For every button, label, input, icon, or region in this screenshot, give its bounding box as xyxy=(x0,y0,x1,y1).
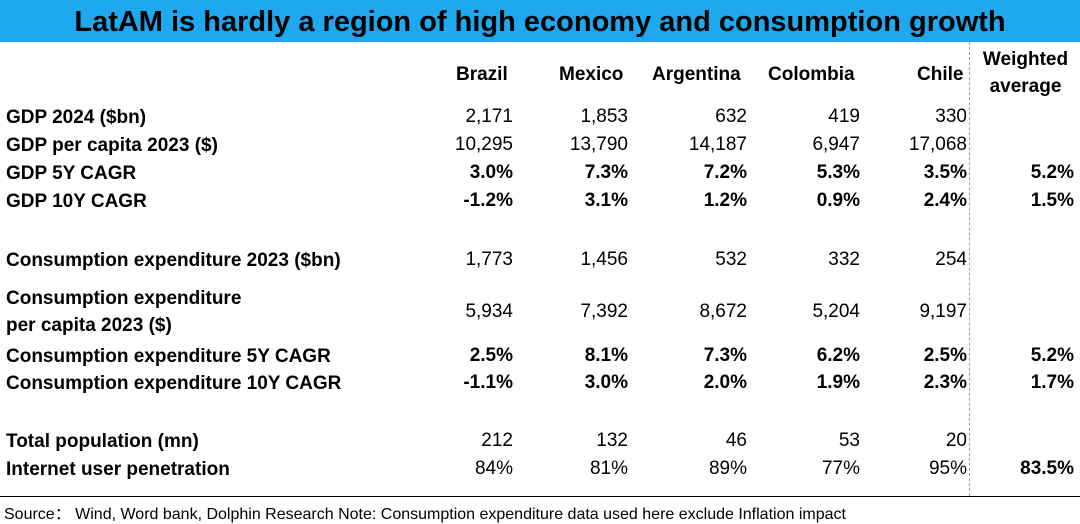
weighted-column-divider xyxy=(969,42,970,496)
source-note: Source： Wind, Word bank, Dolphin Researc… xyxy=(4,506,846,523)
table-cell: 8,672 xyxy=(699,301,747,322)
row-label: Internet user penetration xyxy=(6,459,230,480)
col-header-brazil: Brazil xyxy=(456,64,508,85)
table-cell: 1,853 xyxy=(580,106,628,127)
table-cell: 3.0% xyxy=(469,162,513,183)
table-cell: 3.1% xyxy=(584,190,628,211)
table-cell: 1.2% xyxy=(703,190,747,211)
table-cell: 8.1% xyxy=(584,345,628,366)
table-cell: 532 xyxy=(715,249,747,270)
table-cell: 5,934 xyxy=(465,301,513,322)
table-cell: 212 xyxy=(481,430,513,451)
col-header-argentina: Argentina xyxy=(652,64,741,85)
table-cell: 20 xyxy=(945,430,967,451)
page-title: LatAM is hardly a region of high economy… xyxy=(74,6,1006,38)
weighted-header-line-1: Weighted xyxy=(982,49,1069,70)
table-cell: 2.3% xyxy=(923,372,967,393)
table-cell: 14,187 xyxy=(688,134,747,155)
row-label: GDP 2024 ($bn) xyxy=(6,107,147,128)
table-cell: 6.2% xyxy=(816,345,860,366)
row-label: GDP 5Y CAGR xyxy=(6,163,137,184)
table-cell: 17,068 xyxy=(908,134,967,155)
table-cell: 330 xyxy=(935,106,967,127)
table-cell: -1.1% xyxy=(463,372,513,393)
row-label: Total population (mn) xyxy=(6,431,199,452)
table-cell: 132 xyxy=(596,430,628,451)
table-cell: 7.2% xyxy=(703,162,747,183)
table-cell: 5,204 xyxy=(812,301,860,322)
table-cell: 1.9% xyxy=(816,372,860,393)
table-cell: 2.5% xyxy=(923,345,967,366)
table-cell: 2.5% xyxy=(469,345,513,366)
data-table: Brazil Mexico Argentina Colombia Chile W… xyxy=(0,42,1080,496)
table-cell: 3.5% xyxy=(923,162,967,183)
table-cell: 3.0% xyxy=(584,372,628,393)
table-cell: 53 xyxy=(838,430,860,451)
row-label: Consumption expenditure per capita 2023 (… xyxy=(6,285,241,339)
table-cell: 81% xyxy=(589,458,628,479)
col-header-colombia: Colombia xyxy=(768,64,855,85)
col-header-mexico: Mexico xyxy=(559,64,624,85)
table-cell: 2,171 xyxy=(465,106,513,127)
weighted-average-cell: 83.5% xyxy=(1020,458,1074,479)
row-label-line: per capita 2023 ($) xyxy=(6,315,172,336)
row-label: GDP 10Y CAGR xyxy=(6,191,147,212)
weighted-average-cell: 5.2% xyxy=(1030,345,1074,366)
col-header-weighted-average: Weighted average xyxy=(977,46,1074,100)
table-cell: 2.0% xyxy=(703,372,747,393)
table-bottom-border xyxy=(0,496,1080,497)
table-cell: -1.2% xyxy=(463,190,513,211)
weighted-average-cell: 5.2% xyxy=(1030,162,1074,183)
table-cell: 332 xyxy=(828,249,860,270)
table-cell: 6,947 xyxy=(812,134,860,155)
table-cell: 254 xyxy=(935,249,967,270)
row-label: Consumption expenditure 2023 ($bn) xyxy=(6,250,341,271)
table-cell: 46 xyxy=(725,430,747,451)
table-cell: 5.3% xyxy=(816,162,860,183)
row-label: GDP per capita 2023 ($) xyxy=(6,135,218,156)
table-cell: 13,790 xyxy=(569,134,628,155)
table-cell: 77% xyxy=(821,458,860,479)
table-cell: 89% xyxy=(708,458,747,479)
table-cell: 1,773 xyxy=(465,249,513,270)
table-cell: 9,197 xyxy=(919,301,967,322)
title-bar xyxy=(0,0,1080,42)
row-label: Consumption expenditure 10Y CAGR xyxy=(6,373,342,394)
table-cell: 0.9% xyxy=(816,190,860,211)
table-cell: 10,295 xyxy=(454,134,513,155)
table-cell: 84% xyxy=(474,458,513,479)
weighted-average-cell: 1.5% xyxy=(1030,190,1074,211)
row-label-line: Consumption expenditure xyxy=(6,288,242,309)
table-cell: 1,456 xyxy=(580,249,628,270)
table-cell: 632 xyxy=(715,106,747,127)
table-cell: 7,392 xyxy=(580,301,628,322)
table-cell: 95% xyxy=(928,458,967,479)
weighted-average-cell: 1.7% xyxy=(1030,372,1074,393)
table-cell: 7.3% xyxy=(703,345,747,366)
col-header-chile: Chile xyxy=(917,64,964,85)
weighted-header-line-2: average xyxy=(989,76,1062,97)
table-cell: 7.3% xyxy=(584,162,628,183)
table-cell: 2.4% xyxy=(923,190,967,211)
table-cell: 419 xyxy=(828,106,860,127)
row-label: Consumption expenditure 5Y CAGR xyxy=(6,346,331,367)
